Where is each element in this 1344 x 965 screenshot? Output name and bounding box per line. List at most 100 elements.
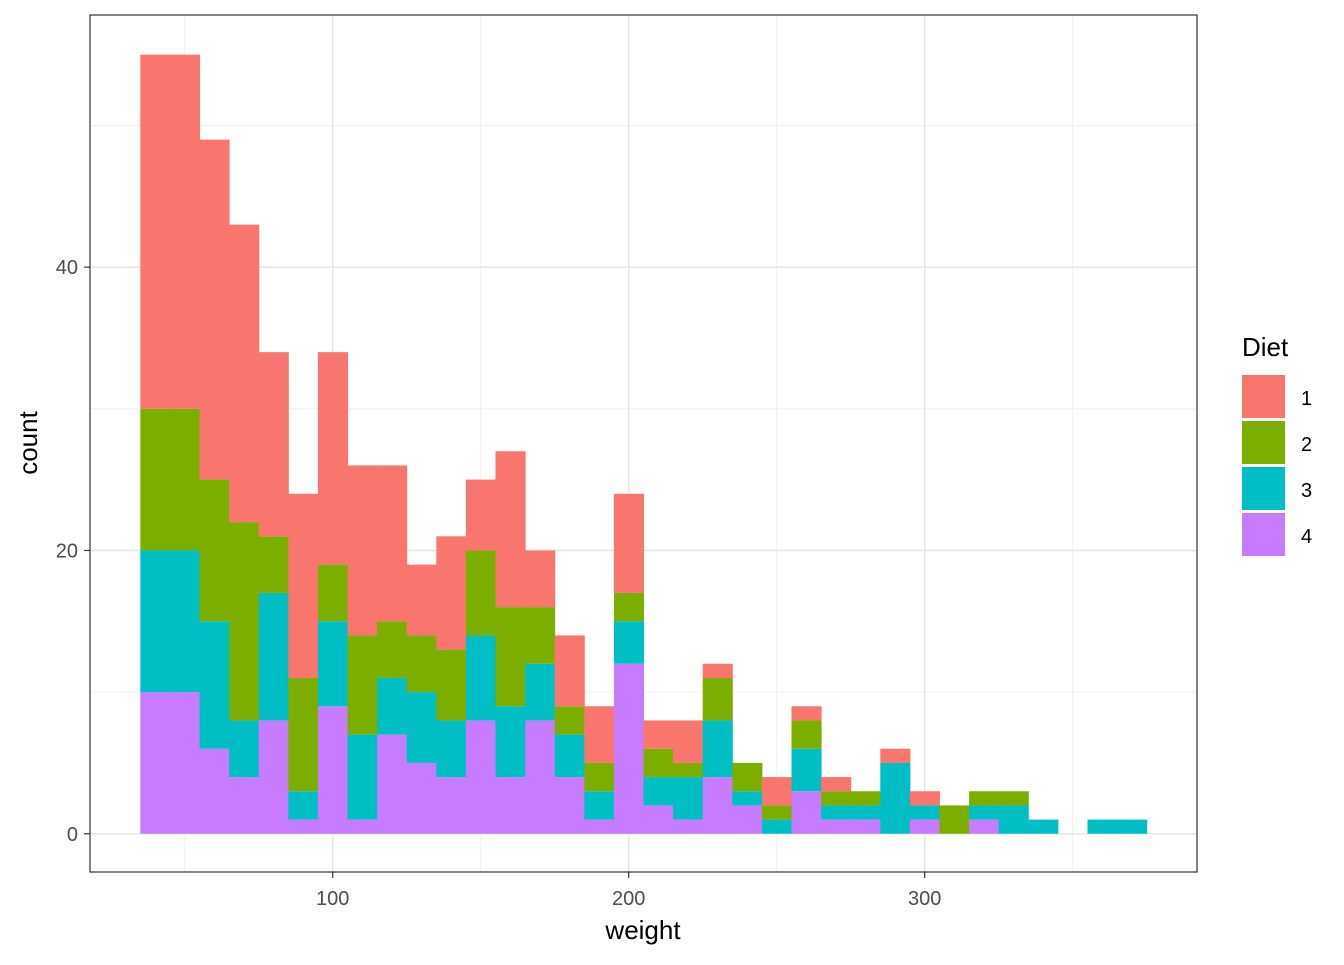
bar-diet-3 xyxy=(169,550,201,693)
bar-diet-2 xyxy=(998,791,1029,806)
bar-diet-4 xyxy=(554,777,585,834)
bar-diet-4 xyxy=(406,762,437,834)
legend-key-diet-2 xyxy=(1242,421,1285,464)
bar-diet-3 xyxy=(554,734,585,778)
bar-diet-2 xyxy=(377,621,408,678)
bar-diet-3 xyxy=(702,720,733,778)
bar-diet-4 xyxy=(258,720,289,834)
bar-diet-1 xyxy=(406,564,437,636)
bar-diet-4 xyxy=(288,819,319,834)
bar-diet-1 xyxy=(377,465,408,622)
bar-diet-3 xyxy=(377,677,408,735)
bar-diet-3 xyxy=(1028,819,1059,834)
bar-diet-2 xyxy=(347,635,378,735)
bar-diet-3 xyxy=(643,777,674,806)
bar-diet-2 xyxy=(584,762,615,792)
bar-diet-3 xyxy=(288,791,319,820)
legend-title: Diet xyxy=(1242,332,1289,362)
bar-diet-1 xyxy=(584,706,615,763)
bar-diet-2 xyxy=(169,408,201,551)
bar-diet-4 xyxy=(199,748,230,834)
bar-diet-2 xyxy=(761,805,792,820)
bar-diet-2 xyxy=(850,791,881,806)
bar-diet-2 xyxy=(554,706,585,735)
bar-diet-3 xyxy=(229,720,260,778)
legend-label-diet-2: 2 xyxy=(1301,434,1312,456)
bar-diet-3 xyxy=(791,748,822,792)
bar-diet-4 xyxy=(969,819,1000,834)
bar-diet-1 xyxy=(613,493,644,593)
bar-diet-3 xyxy=(140,550,171,693)
bar-diet-3 xyxy=(1117,819,1148,834)
bar-diet-1 xyxy=(258,352,289,537)
y-axis-label: count xyxy=(13,410,43,474)
bar-diet-4 xyxy=(347,819,378,834)
x-tick-label: 100 xyxy=(316,888,349,910)
bar-diet-3 xyxy=(613,621,644,664)
bar-diet-2 xyxy=(821,791,852,806)
bar-diet-4 xyxy=(140,692,171,834)
bar-diet-1 xyxy=(288,493,319,678)
bar-diet-2 xyxy=(199,479,230,622)
bar-diet-3 xyxy=(732,791,763,806)
bar-diet-2 xyxy=(317,564,349,622)
bar-diet-3 xyxy=(998,805,1029,834)
bar-diet-3 xyxy=(495,706,526,778)
y-tick-label: 0 xyxy=(67,824,78,846)
bar-diet-4 xyxy=(613,663,644,834)
bar-diet-2 xyxy=(436,649,467,721)
bar-diet-4 xyxy=(169,692,201,834)
bar-diet-1 xyxy=(702,663,733,678)
bar-diet-3 xyxy=(584,791,615,820)
bar-diet-3 xyxy=(761,819,792,834)
bar-diet-2 xyxy=(939,805,970,834)
bar-diet-4 xyxy=(673,819,704,834)
bar-diet-3 xyxy=(673,777,704,820)
bar-diet-2 xyxy=(732,762,763,792)
bar-diet-4 xyxy=(702,777,733,834)
bar-diet-1 xyxy=(229,224,260,523)
bar-diet-2 xyxy=(229,522,260,721)
bar-diet-3 xyxy=(465,635,497,721)
bar-diet-1 xyxy=(643,720,674,749)
bar-diet-1 xyxy=(880,748,911,763)
legend-label-diet-4: 4 xyxy=(1301,526,1312,548)
legend-label-diet-1: 1 xyxy=(1301,388,1312,410)
bar-diet-1 xyxy=(909,791,940,806)
bar-diet-2 xyxy=(673,762,704,778)
bar-diet-2 xyxy=(465,550,497,636)
bar-diet-1 xyxy=(199,139,230,480)
bar-diet-4 xyxy=(525,720,556,834)
bar-diet-4 xyxy=(643,805,674,834)
bar-diet-3 xyxy=(850,805,881,820)
bar-diet-1 xyxy=(791,706,822,721)
bar-diet-3 xyxy=(525,663,556,721)
bar-diet-2 xyxy=(495,607,526,707)
bar-diet-3 xyxy=(880,762,911,834)
bar-diet-1 xyxy=(673,720,704,763)
bar-diet-2 xyxy=(643,748,674,778)
bar-diet-3 xyxy=(969,805,1000,820)
bar-diet-4 xyxy=(495,777,526,834)
legend-key-diet-1 xyxy=(1242,375,1285,418)
bar-diet-3 xyxy=(909,805,940,820)
bar-diet-1 xyxy=(821,777,852,792)
x-tick-label: 300 xyxy=(908,888,941,910)
bar-diet-1 xyxy=(525,550,556,608)
y-tick-label: 40 xyxy=(56,257,78,279)
bar-diet-4 xyxy=(317,706,349,834)
bar-diet-4 xyxy=(436,777,467,834)
bar-diet-2 xyxy=(525,607,556,664)
bar-diet-1 xyxy=(761,777,792,806)
bar-diet-3 xyxy=(258,592,289,721)
bar-diet-2 xyxy=(288,677,319,792)
y-tick-label: 20 xyxy=(56,540,78,562)
bar-diet-4 xyxy=(850,819,881,834)
bar-diet-2 xyxy=(258,536,289,593)
bar-diet-1 xyxy=(436,536,467,650)
bar-diet-1 xyxy=(495,451,526,608)
bar-diet-4 xyxy=(909,819,940,834)
bar-diet-4 xyxy=(584,819,615,834)
